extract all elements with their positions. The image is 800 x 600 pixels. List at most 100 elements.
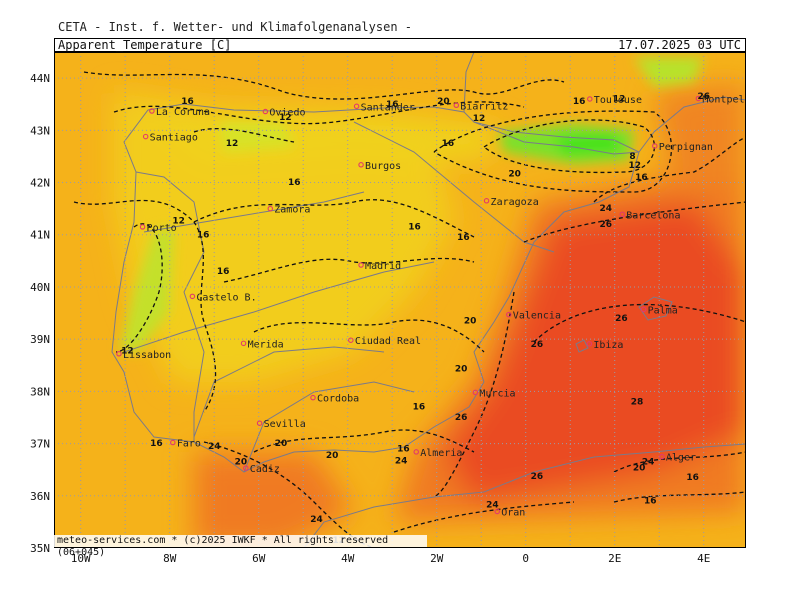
city-label: Toulouse [594, 95, 642, 106]
isoline-20-africa [613, 451, 746, 473]
river-ebro [353, 121, 555, 253]
isoline-28-sea [533, 303, 746, 343]
city-marker [348, 337, 354, 343]
isoline-16-africa [613, 491, 746, 503]
isoline-16-portugal [115, 223, 163, 353]
contour-label: 12 [628, 161, 641, 171]
city-marker [586, 341, 593, 347]
longitude-label: 6W [252, 552, 266, 565]
lat-lon-grid [54, 52, 746, 548]
city-marker [142, 133, 149, 140]
contour-label: 16 [635, 173, 648, 183]
longitude-labels: 10W8W6W4W2W02E4E [71, 552, 711, 565]
weather-map: La Coruna Oviedo Santander Biarritz Toulouse… [54, 52, 746, 548]
longitude-label: 4E [697, 552, 710, 565]
field-warm-east-north [654, 82, 746, 192]
contour-label: 24 [310, 515, 323, 525]
parameter-title: Apparent_Temperature [C] [58, 38, 232, 52]
coast-north-africa [303, 443, 746, 548]
contour-label: 26 [615, 314, 628, 324]
city-marker [256, 420, 263, 426]
contour-label: 26 [600, 220, 613, 230]
city-label: Porto [147, 223, 177, 234]
longitude-label: 0 [522, 552, 529, 565]
city-label: Perpignan [659, 142, 713, 153]
city-marker [472, 389, 479, 396]
city-marker [358, 262, 364, 268]
city-label: Zaragoza [491, 197, 539, 208]
city-marker [652, 143, 658, 149]
city-label: Murcia [479, 388, 515, 399]
field-green-alps [634, 57, 704, 87]
title-bar: Apparent_Temperature [C] 17.07.2025 03 U… [54, 38, 746, 52]
city-label: Cordoba [317, 394, 359, 405]
latitude-label: 43N [30, 124, 50, 137]
latitude-labels: 44N 43N 42N 41N 40N 39N 38N 37N 36N 35N [30, 72, 50, 555]
map-frame [54, 52, 746, 548]
city-marker [353, 103, 360, 110]
city-marker [267, 205, 274, 212]
coast-ibiza [575, 339, 589, 353]
longitude-label: 4W [341, 552, 355, 565]
isoline-16-galicia [193, 128, 295, 143]
contour-label: 12 [279, 113, 292, 123]
field-green-galicia [219, 122, 294, 152]
city-marker [640, 306, 647, 313]
contour-label: 12 [226, 139, 239, 149]
city-label: Almeria [420, 448, 462, 459]
latitude-label: 36N [30, 490, 50, 503]
river-duero [143, 191, 365, 233]
city-marker [453, 102, 460, 109]
valid-datetime: 17.07.2025 03 UTC [618, 38, 741, 52]
contour-label: 24 [600, 204, 613, 214]
border-pyrenees [473, 121, 640, 155]
latitude-label: 42N [30, 177, 50, 190]
city-label: Lissabon [123, 350, 171, 361]
contour-label: 12 [172, 216, 185, 226]
field-warm-south [194, 452, 354, 548]
city-marker [413, 449, 419, 455]
city-marker [189, 293, 196, 300]
contour-label: 28 [631, 397, 644, 407]
city-label: Zamora [274, 205, 310, 216]
contour-label: 16 [181, 97, 194, 107]
coast-mallorca [638, 296, 673, 321]
longitude-label: 2E [608, 552, 621, 565]
contour-label: 16 [397, 444, 410, 454]
city-label: La Coruna [156, 107, 210, 118]
city-label: Santiago [150, 133, 198, 144]
contour-label: 12 [613, 95, 626, 105]
contour-label: 16 [217, 267, 230, 277]
city-layer: La Coruna Oviedo Santander Biarritz Toulouse… [116, 94, 746, 518]
city-label: Barcelona [626, 210, 680, 221]
city-marker [262, 108, 269, 115]
contour-label: 16 [442, 139, 455, 149]
city-label: Biarritz [460, 101, 508, 112]
city-marker [170, 439, 176, 446]
contour-label: 16 [573, 97, 586, 107]
latitude-label: 40N [30, 281, 50, 294]
contour-label: 20 [275, 439, 288, 449]
coastlines [111, 52, 746, 548]
isoline-16-interior-b [223, 257, 475, 283]
city-label: Palma [648, 305, 678, 316]
river-tajo [123, 261, 435, 353]
contour-label: 26 [455, 413, 468, 423]
contour-label: 20 [437, 97, 450, 107]
header-source: CETA - Inst. f. Wetter- und Klimafolgena… [58, 20, 413, 34]
latitude-label: 37N [30, 438, 50, 451]
contour-label: 20 [326, 451, 339, 461]
isoline-20-interior [253, 319, 485, 353]
longitude-label: 2W [430, 552, 444, 565]
city-label: Merida [248, 339, 284, 350]
contour-label: 12 [473, 114, 486, 124]
city-label: Burgos [365, 161, 401, 172]
contour-label: 20 [235, 457, 248, 467]
city-marker [243, 465, 249, 471]
city-marker [695, 95, 702, 102]
copyright-footer: meteo-services.com * (c)2025 IWKF * All … [54, 535, 427, 558]
city-label: Faro [177, 439, 201, 450]
field-cool-interior [114, 92, 454, 382]
city-label: Montpellier [702, 94, 746, 105]
